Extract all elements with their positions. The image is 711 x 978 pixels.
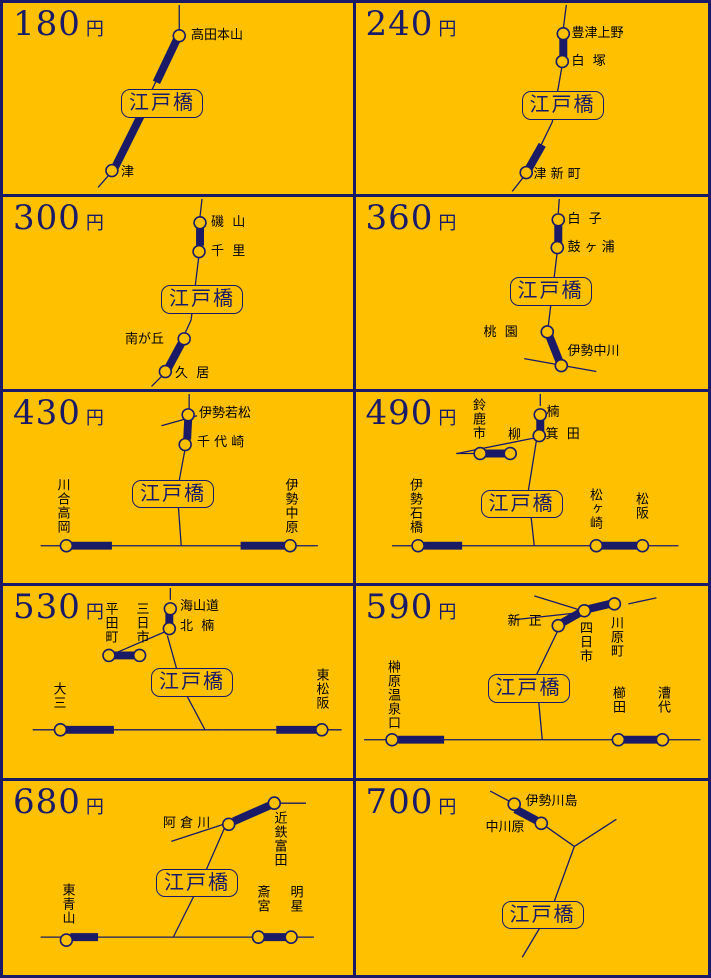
fare-panel-180[interactable]: 180 円 高田本山 津 江戸橋 [3, 3, 356, 198]
hub-station-label: 江戸橋 [501, 900, 584, 930]
hub-station-label: 江戸橋 [161, 285, 243, 314]
hub-station-label: 江戸橋 [121, 89, 203, 118]
hub-station-label: 江戸橋 [509, 277, 592, 306]
route-diagram [523, 199, 596, 373]
hub-station-label: 江戸橋 [521, 91, 604, 120]
fare-panel-300[interactable]: 300 円 磯 山 千 里 南が丘 久 居 江戸橋 [3, 197, 356, 392]
hub-station-label: 江戸橋 [156, 868, 238, 898]
route-diagram [363, 595, 700, 747]
hub-station-label: 江戸橋 [487, 674, 570, 703]
fare-panel-680[interactable]: 680 円 阿 倉 川 近鉄富田 東青山 [3, 780, 356, 975]
route-diagram [40, 795, 314, 947]
fare-panel-360[interactable]: 360 円 白 子 鼓 ヶ 浦 桃 園 伊勢中川 江戸橋 [355, 197, 708, 392]
route-diagram [511, 4, 570, 192]
fare-panel-240[interactable]: 240 円 豊津上野 白 塚 津 新 町 江戸橋 [355, 3, 708, 198]
route-diagram [391, 393, 678, 553]
route-diagram [151, 199, 207, 388]
hub-station-label: 江戸橋 [480, 489, 563, 519]
fare-panel-590[interactable]: 590 円 新 正 四日市 [355, 586, 708, 781]
fare-panel-430[interactable]: 430 円 伊勢若松 千 代 崎 川合高岡 伊勢中原 [3, 391, 356, 587]
fare-panel-530[interactable]: 530 円 [3, 586, 356, 781]
fare-panel-490[interactable]: 490 円 [355, 392, 708, 587]
fare-panel-700[interactable]: 700 円 伊勢川島 中川原 江戸橋 [356, 781, 709, 975]
hub-station-label: 江戸橋 [151, 668, 233, 697]
fare-panel-grid: 180 円 高田本山 津 江戸橋 240 円 [3, 3, 708, 975]
route-diagram [489, 790, 617, 958]
route-diagram [32, 588, 342, 737]
hub-station-label: 江戸橋 [132, 479, 214, 509]
